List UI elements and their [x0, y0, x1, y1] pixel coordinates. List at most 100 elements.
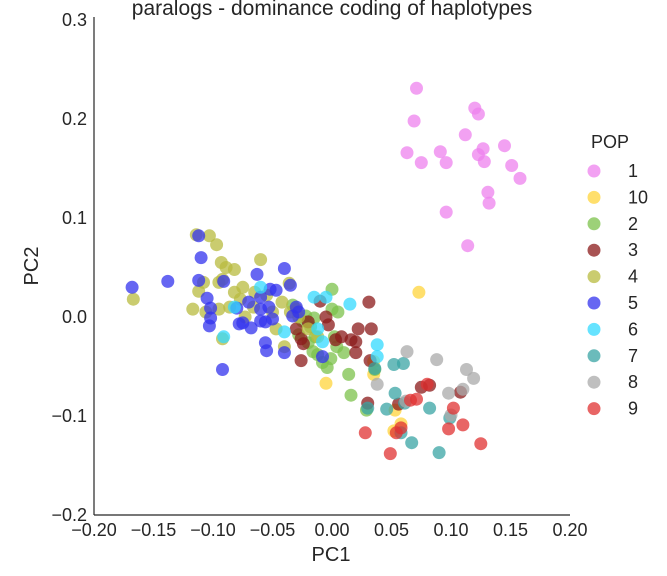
- x-tick-label: −0.15: [131, 520, 177, 540]
- data-point-pop-3: [296, 337, 310, 351]
- data-point-pop-6: [316, 335, 329, 349]
- legend-label: 9: [628, 399, 638, 419]
- x-tick-label: −0.10: [190, 520, 236, 540]
- data-point-pop-3: [362, 295, 376, 309]
- data-point-pop-4: [275, 295, 289, 309]
- data-point-pop-7: [405, 436, 419, 450]
- x-tick-label: 0.20: [552, 520, 587, 540]
- data-point-pop-2: [337, 346, 351, 360]
- data-point-pop-9: [389, 426, 403, 440]
- data-point-pop-4: [301, 322, 315, 336]
- data-point-pop-4: [254, 253, 268, 267]
- data-point-pop-7: [396, 357, 410, 370]
- data-point-pop-9: [358, 426, 372, 440]
- data-point-pop-8: [400, 345, 414, 359]
- legend-marker: [587, 349, 601, 363]
- data-point-pop-5: [269, 283, 283, 297]
- legend-marker: [587, 375, 601, 389]
- data-point-pop-8: [370, 377, 384, 391]
- x-tick-label: −0.20: [71, 520, 117, 540]
- x-tick-labels: −0.20 −0.15 −0.10 −0.05 0.00 0.05 0.10 0.15 0.20: [71, 520, 587, 540]
- legend-item-9: 9: [587, 399, 638, 419]
- data-point-pop-7: [387, 358, 401, 371]
- legend-item-8: 8: [587, 372, 638, 392]
- data-point-pop-1: [513, 171, 527, 185]
- data-point-pop-5: [236, 316, 250, 330]
- data-point-pop-5: [283, 278, 297, 292]
- chart-title: paralogs - dominance coding of haplotype…: [132, 0, 532, 20]
- data-point-pop-3: [289, 322, 303, 336]
- legend-marker: [587, 270, 601, 284]
- data-point-pop-1: [498, 139, 511, 153]
- data-point-pop-3: [351, 322, 365, 336]
- legend-marker: [587, 322, 601, 336]
- data-point-pop-2: [331, 305, 345, 319]
- legend-label: 1: [628, 161, 638, 181]
- data-point-pop-5: [254, 290, 268, 304]
- legend-title: POP: [591, 132, 629, 152]
- data-point-pop-9: [442, 422, 456, 436]
- legend-item-4: 4: [587, 267, 638, 287]
- data-point-pop-1: [477, 155, 491, 169]
- data-point-pop-6: [307, 290, 321, 304]
- points-layer: [125, 81, 527, 461]
- legend-marker: [587, 164, 601, 178]
- data-point-pop-7: [368, 362, 382, 375]
- legend-item-10: 10: [587, 187, 648, 207]
- data-point-pop-6: [311, 322, 325, 336]
- data-point-pop-4: [126, 292, 140, 306]
- data-point-pop-5: [204, 301, 218, 315]
- data-point-pop-7: [423, 401, 437, 415]
- data-point-pop-1: [461, 239, 475, 253]
- data-point-pop-8: [456, 382, 470, 396]
- data-point-pop-1: [433, 145, 447, 159]
- data-point-pop-5: [192, 229, 206, 243]
- data-point-pop-6: [277, 325, 291, 339]
- data-point-pop-8: [467, 371, 481, 385]
- legend-items: 1 10 2 3 4 5 6 7 8 9: [587, 161, 648, 419]
- data-point-pop-2: [342, 367, 356, 381]
- y-tick-label: 0.3: [62, 10, 87, 30]
- data-point-pop-7: [388, 386, 402, 400]
- data-point-pop-1: [439, 156, 453, 170]
- data-point-pop-5: [266, 312, 279, 326]
- data-point-pop-4: [186, 302, 200, 316]
- data-point-pop-2: [344, 388, 358, 402]
- data-point-pop-6: [370, 350, 384, 364]
- x-tick-label: 0.10: [433, 520, 468, 540]
- data-point-pop-5: [161, 274, 175, 288]
- legend-label: 4: [628, 267, 638, 287]
- legend-marker: [587, 243, 601, 257]
- x-tick-label: 0.15: [493, 520, 528, 540]
- data-point-pop-8: [442, 386, 456, 400]
- data-point-pop-3: [364, 322, 378, 336]
- data-point-pop-5: [277, 262, 291, 275]
- data-point-pop-3: [294, 354, 308, 368]
- data-point-pop-5: [286, 309, 300, 323]
- data-point-pop-3: [349, 335, 363, 349]
- data-point-pop-5: [202, 319, 216, 333]
- data-point-pop-9: [383, 447, 397, 461]
- data-point-pop-7: [380, 402, 394, 416]
- data-point-pop-5: [316, 350, 329, 364]
- data-point-pop-1: [410, 81, 423, 95]
- data-point-pop-5: [216, 363, 229, 376]
- data-point-pop-3: [349, 346, 363, 360]
- legend-item-2: 2: [587, 214, 638, 234]
- legend-marker: [587, 190, 601, 204]
- data-point-pop-10: [319, 376, 333, 390]
- legend-label: 10: [628, 187, 648, 207]
- y-tick-label: 0.0: [62, 307, 87, 327]
- legend-item-5: 5: [587, 293, 638, 313]
- data-point-pop-4: [202, 229, 216, 243]
- data-point-pop-5: [250, 267, 264, 281]
- data-point-pop-6: [343, 297, 357, 311]
- y-tick-label: 0.1: [62, 208, 87, 228]
- data-point-pop-6: [370, 338, 384, 352]
- data-point-pop-3: [321, 318, 335, 332]
- legend-label: 7: [628, 346, 638, 366]
- data-point-pop-9: [446, 401, 460, 415]
- legend-item-1: 1: [587, 161, 638, 181]
- y-tick-label: −0.2: [51, 505, 87, 525]
